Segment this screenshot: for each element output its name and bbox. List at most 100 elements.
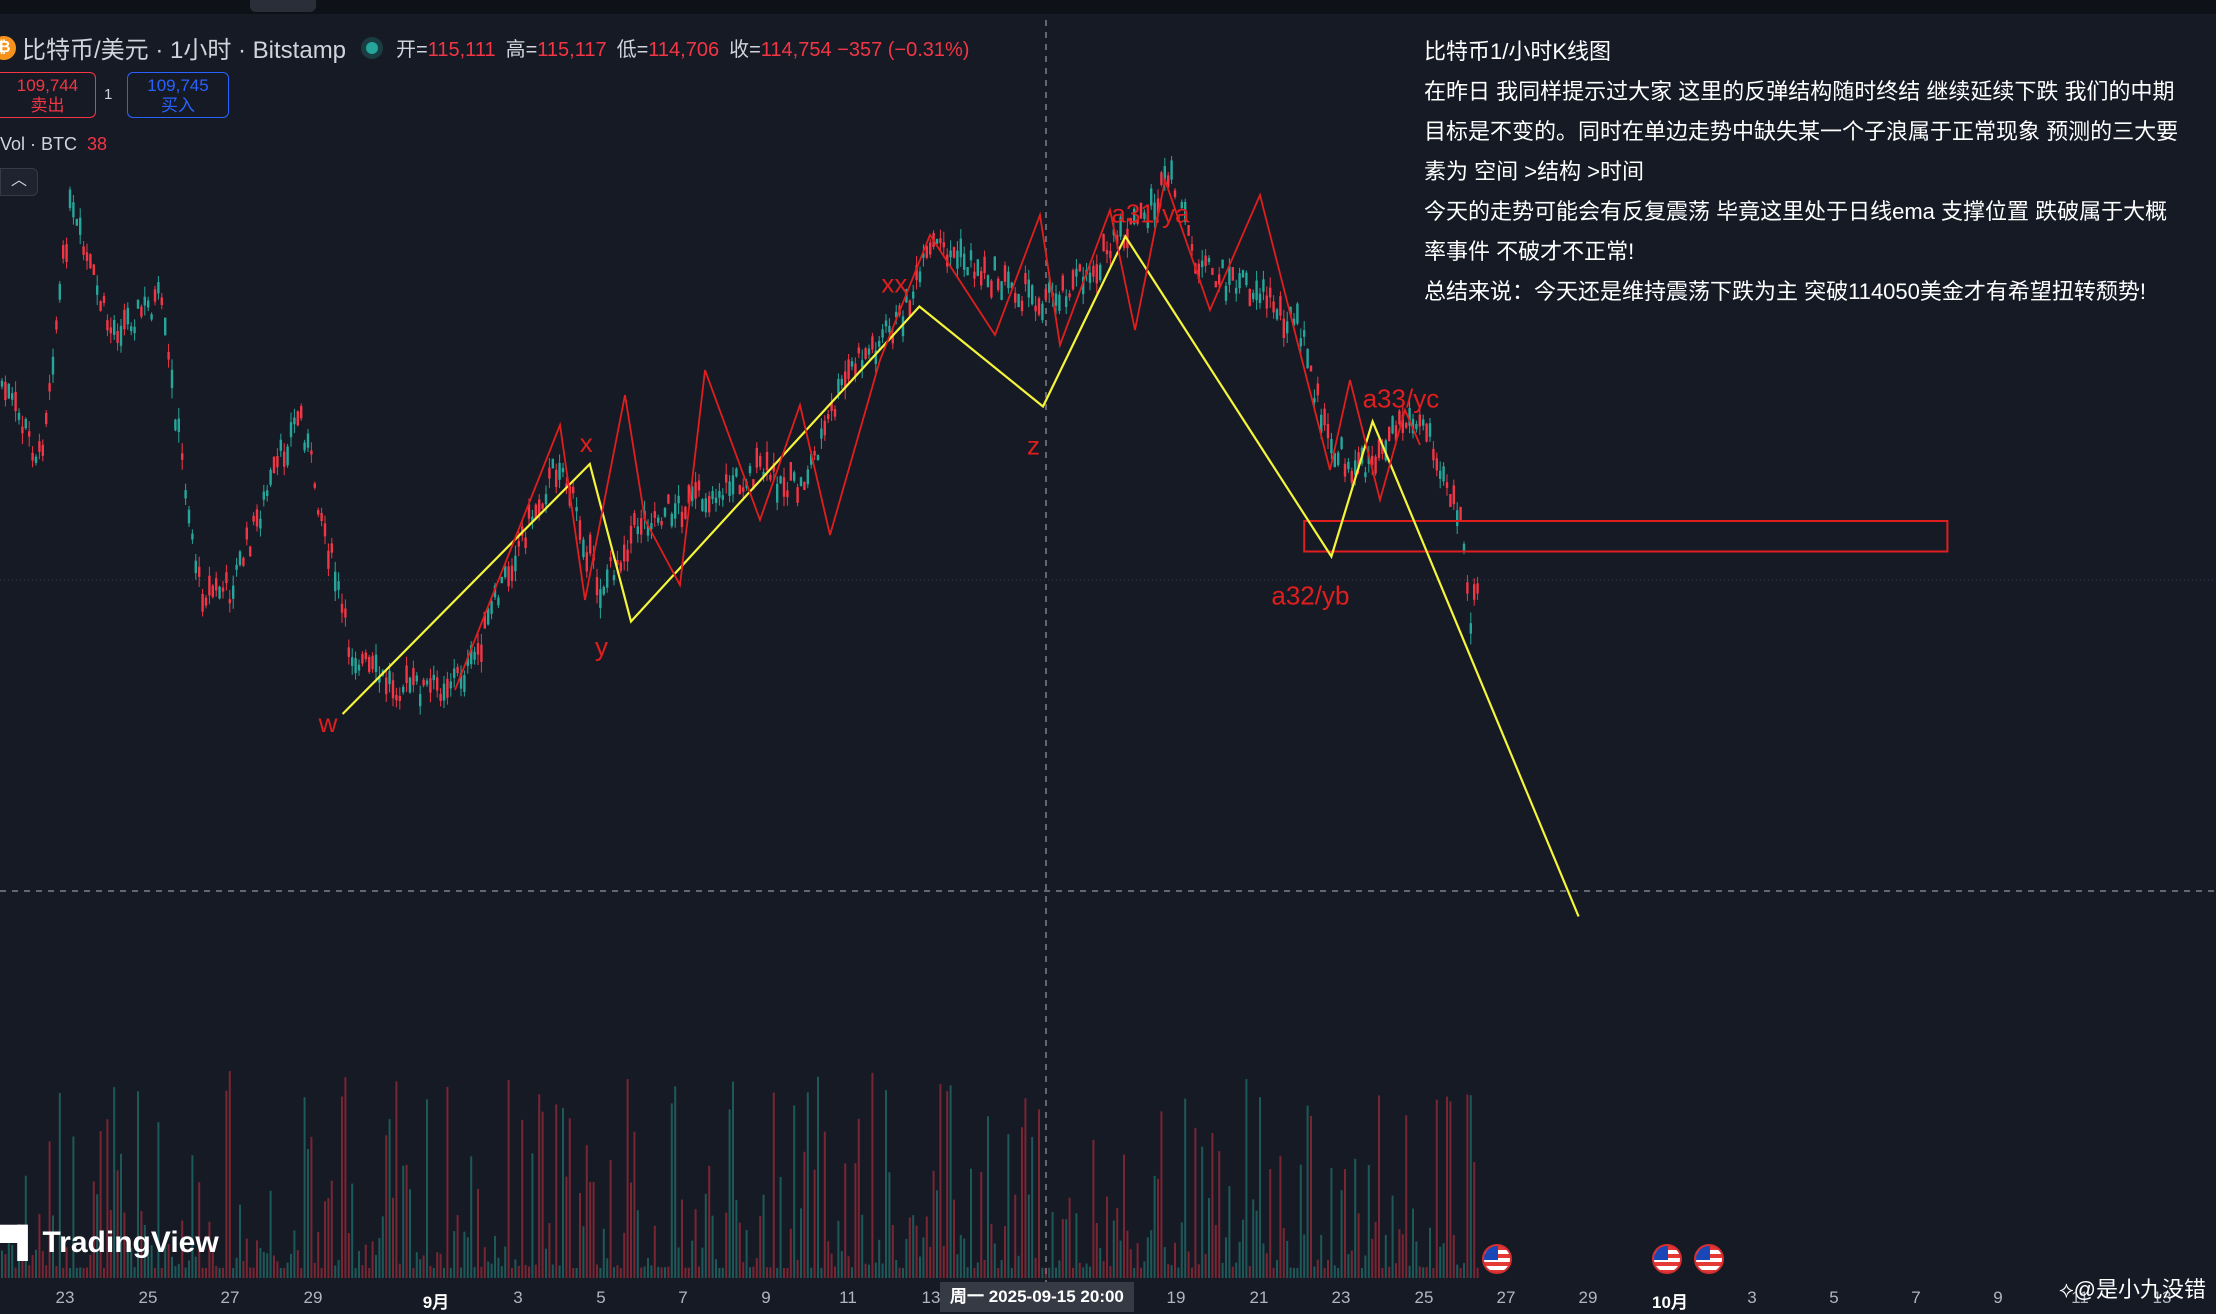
volume-bar <box>188 1260 190 1278</box>
candle-body <box>1323 408 1326 426</box>
candle-body <box>364 652 367 660</box>
candle-body <box>181 453 184 460</box>
candle-body <box>524 537 527 549</box>
x-tick-label: 3 <box>513 1288 523 1307</box>
volume-bar <box>313 1262 316 1278</box>
volume-bar <box>609 1160 612 1278</box>
volume-bar <box>1099 1247 1102 1278</box>
volume-bar <box>1248 1265 1251 1278</box>
sell-button[interactable]: 109,744 卖出 <box>0 72 96 118</box>
candle-body <box>623 544 626 562</box>
us-event-flag-icon[interactable] <box>1482 1244 1512 1274</box>
candle-body <box>864 348 867 359</box>
candle-body <box>1354 460 1357 475</box>
candle-body <box>419 693 422 707</box>
volume-bar <box>194 1256 197 1278</box>
volume-bar <box>160 1267 163 1278</box>
candle-body <box>337 581 340 590</box>
x-tick-label: 27 <box>220 1288 240 1307</box>
candle-body <box>34 456 38 463</box>
candle-body <box>823 420 826 436</box>
volume-bar <box>759 1215 762 1278</box>
volume-bar <box>1078 1262 1081 1278</box>
volume-bar <box>1123 1154 1125 1278</box>
candle-body <box>28 431 31 437</box>
volume-bar <box>218 1268 221 1278</box>
volume-bar <box>286 1262 289 1278</box>
volume-bar <box>249 1267 252 1278</box>
candle-body <box>1282 318 1285 339</box>
volume-bar <box>1153 1175 1156 1278</box>
candle-body <box>323 523 327 537</box>
volume-legend[interactable]: Vol · BTC 38 <box>0 134 107 155</box>
candle-body <box>575 506 578 512</box>
volume-bar <box>616 1265 619 1278</box>
collapse-legend-button[interactable]: ︿ <box>0 168 38 196</box>
volume-bar <box>174 1266 177 1278</box>
volume-bar <box>1218 1151 1221 1278</box>
volume-bar <box>412 1268 415 1278</box>
volume-bar <box>167 1244 170 1278</box>
volume-bar <box>337 1260 340 1278</box>
candle-body <box>901 316 905 337</box>
candle-body <box>534 504 537 519</box>
volume-bar <box>21 1250 24 1278</box>
volume-bar <box>449 1267 452 1278</box>
candle-body <box>41 444 44 456</box>
candle-body <box>684 506 687 519</box>
symbol-header[interactable]: ₿ 比特币/美元 · 1小时 · Bitstamp 开=115,111 高=115… <box>0 30 979 65</box>
candle-body <box>11 393 14 400</box>
candle-body <box>1408 408 1411 426</box>
candle-body <box>245 527 248 540</box>
candle-body <box>289 422 293 438</box>
volume-bar <box>75 1267 78 1278</box>
time-axis[interactable]: 23 25 27 29 9月 3 5 7 9 11 13 19 21 23 25 27 29 10月 3 5 7 9 11 1… <box>0 1280 2216 1314</box>
volume-bar <box>198 1182 201 1278</box>
volume-bar <box>517 1265 520 1278</box>
candle-body <box>249 546 252 557</box>
candle-body <box>646 525 650 536</box>
volume-bar <box>205 1267 207 1278</box>
candle-body <box>772 463 775 472</box>
volume-bar <box>640 1267 643 1278</box>
us-event-flag-icon[interactable] <box>1694 1244 1724 1274</box>
symbol-title[interactable]: 比特币/美元 · 1小时 · Bitstamp <box>22 37 347 64</box>
volume-bar <box>854 1163 857 1278</box>
buy-button[interactable]: 109,745 买入 <box>127 72 229 118</box>
x-tick-label: 9 <box>1993 1288 2003 1307</box>
us-event-flag-icon[interactable] <box>1652 1244 1682 1274</box>
volume-bar <box>1068 1197 1071 1278</box>
candle-body <box>670 513 673 527</box>
volume-bar <box>283 1267 286 1278</box>
volume-bar <box>483 1247 486 1278</box>
candle-body <box>385 677 388 695</box>
candle-body <box>1289 306 1292 315</box>
volume-bar <box>89 1254 92 1278</box>
volume-bar <box>589 1182 592 1278</box>
candle-body <box>300 406 303 419</box>
volume-bar <box>1333 1265 1336 1278</box>
candle-body <box>269 469 272 485</box>
candle-body <box>1425 423 1428 442</box>
candle-body <box>1048 282 1051 293</box>
volume-bar <box>1354 1158 1357 1278</box>
volume-bar <box>116 1170 119 1278</box>
volume-bar <box>28 1265 31 1278</box>
volume-bar <box>1109 1266 1112 1278</box>
volume-bar <box>772 1092 775 1278</box>
candle-body <box>102 295 106 303</box>
volume-bar <box>470 1156 473 1278</box>
candle-body <box>238 551 242 566</box>
candle-body <box>160 297 163 305</box>
active-tab[interactable] <box>250 0 316 12</box>
volume-bar <box>551 1264 554 1278</box>
candle-body <box>650 523 653 530</box>
volume-bar <box>14 1267 17 1278</box>
candle-body <box>65 244 68 263</box>
candle-body <box>776 483 779 503</box>
volume-bar <box>1044 1267 1047 1278</box>
volume-bar <box>1126 1230 1129 1278</box>
volume-bar <box>1391 1195 1394 1278</box>
volume-bar <box>732 1081 734 1278</box>
